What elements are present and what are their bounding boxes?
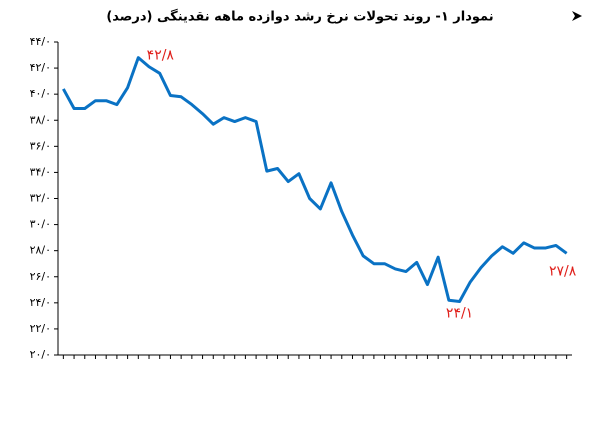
y-tick-label: ۲۴/۰ <box>30 296 51 309</box>
y-tick-label: ۳۴/۰ <box>30 165 51 178</box>
y-tick-label: ۴۴/۰ <box>30 35 51 48</box>
y-tick-label: ۲۰/۰ <box>30 348 51 361</box>
line-series <box>62 56 568 304</box>
chart-title: نمودار ۱- روند تحولات نرخ رشد دوازده ماه… <box>106 9 493 25</box>
y-tick-label: ۴۲/۰ <box>30 61 51 74</box>
y-tick-label: ۲۸/۰ <box>30 244 51 257</box>
value-label: ۲۷/۸ <box>549 263 577 279</box>
value-label: ۲۴/۱ <box>446 306 473 322</box>
y-tick-label: ۲۲/۰ <box>30 322 51 335</box>
y-tick-label: ۳۲/۰ <box>30 192 51 205</box>
y-tick-label: ۳۶/۰ <box>30 139 51 152</box>
title-bullet <box>572 11 582 21</box>
y-tick-label: ۳۰/۰ <box>30 218 51 231</box>
y-tick-label: ۴۰/۰ <box>30 87 51 100</box>
value-label: ۴۲/۸ <box>147 48 175 64</box>
y-tick-label: ۲۶/۰ <box>30 270 51 283</box>
y-tick-label: ۳۸/۰ <box>30 113 51 126</box>
